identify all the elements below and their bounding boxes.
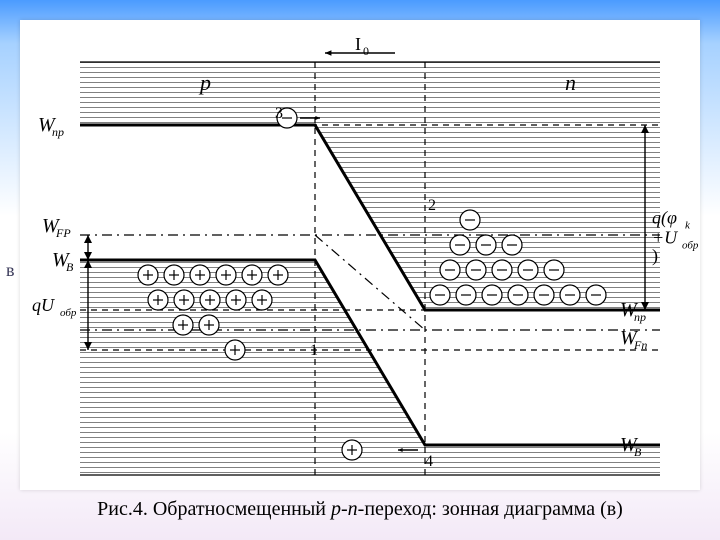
- caption-suffix: -переход: зонная диаграмма (в): [358, 498, 623, 520]
- svg-text:n: n: [565, 70, 576, 95]
- caption-prefix: Рис.4. Обратносмещенный: [97, 498, 331, 520]
- svg-text:0: 0: [363, 44, 369, 58]
- svg-text:B: B: [66, 260, 74, 274]
- svg-text:+U: +U: [652, 228, 678, 248]
- svg-text:FP: FP: [55, 226, 71, 240]
- svg-text:qU: qU: [32, 295, 55, 315]
- svg-text:обр: обр: [682, 240, 699, 252]
- svg-text:q(φ: q(φ: [652, 208, 677, 229]
- svg-text:np: np: [52, 125, 64, 139]
- svg-text:Fn: Fn: [633, 338, 647, 352]
- svg-text:): ): [652, 246, 658, 267]
- svg-text:I: I: [355, 34, 361, 54]
- slide-background: pnI0WnpWFPWBWnpWFnWBqUобрq(φk+Uобр)1234 …: [0, 0, 720, 540]
- svg-text:p: p: [198, 70, 211, 95]
- svg-text:np: np: [634, 310, 646, 324]
- svg-text:4: 4: [425, 453, 433, 470]
- svg-text:3: 3: [275, 105, 283, 122]
- svg-text:обр: обр: [60, 307, 77, 319]
- band-diagram-svg: pnI0WnpWFPWBWnpWFnWBqUобрq(φk+Uобр)1234: [20, 20, 700, 490]
- panel-label: в: [6, 260, 15, 281]
- svg-text:2: 2: [428, 197, 436, 214]
- figure-caption: Рис.4. Обратносмещенный p-n-переход: зон…: [0, 498, 720, 521]
- diagram-paper: pnI0WnpWFPWBWnpWFnWBqUобрq(φk+Uобр)1234: [20, 20, 700, 490]
- svg-text:k: k: [685, 220, 691, 232]
- svg-text:1: 1: [310, 342, 318, 359]
- caption-italic: p-n: [331, 498, 358, 520]
- svg-text:B: B: [634, 445, 642, 459]
